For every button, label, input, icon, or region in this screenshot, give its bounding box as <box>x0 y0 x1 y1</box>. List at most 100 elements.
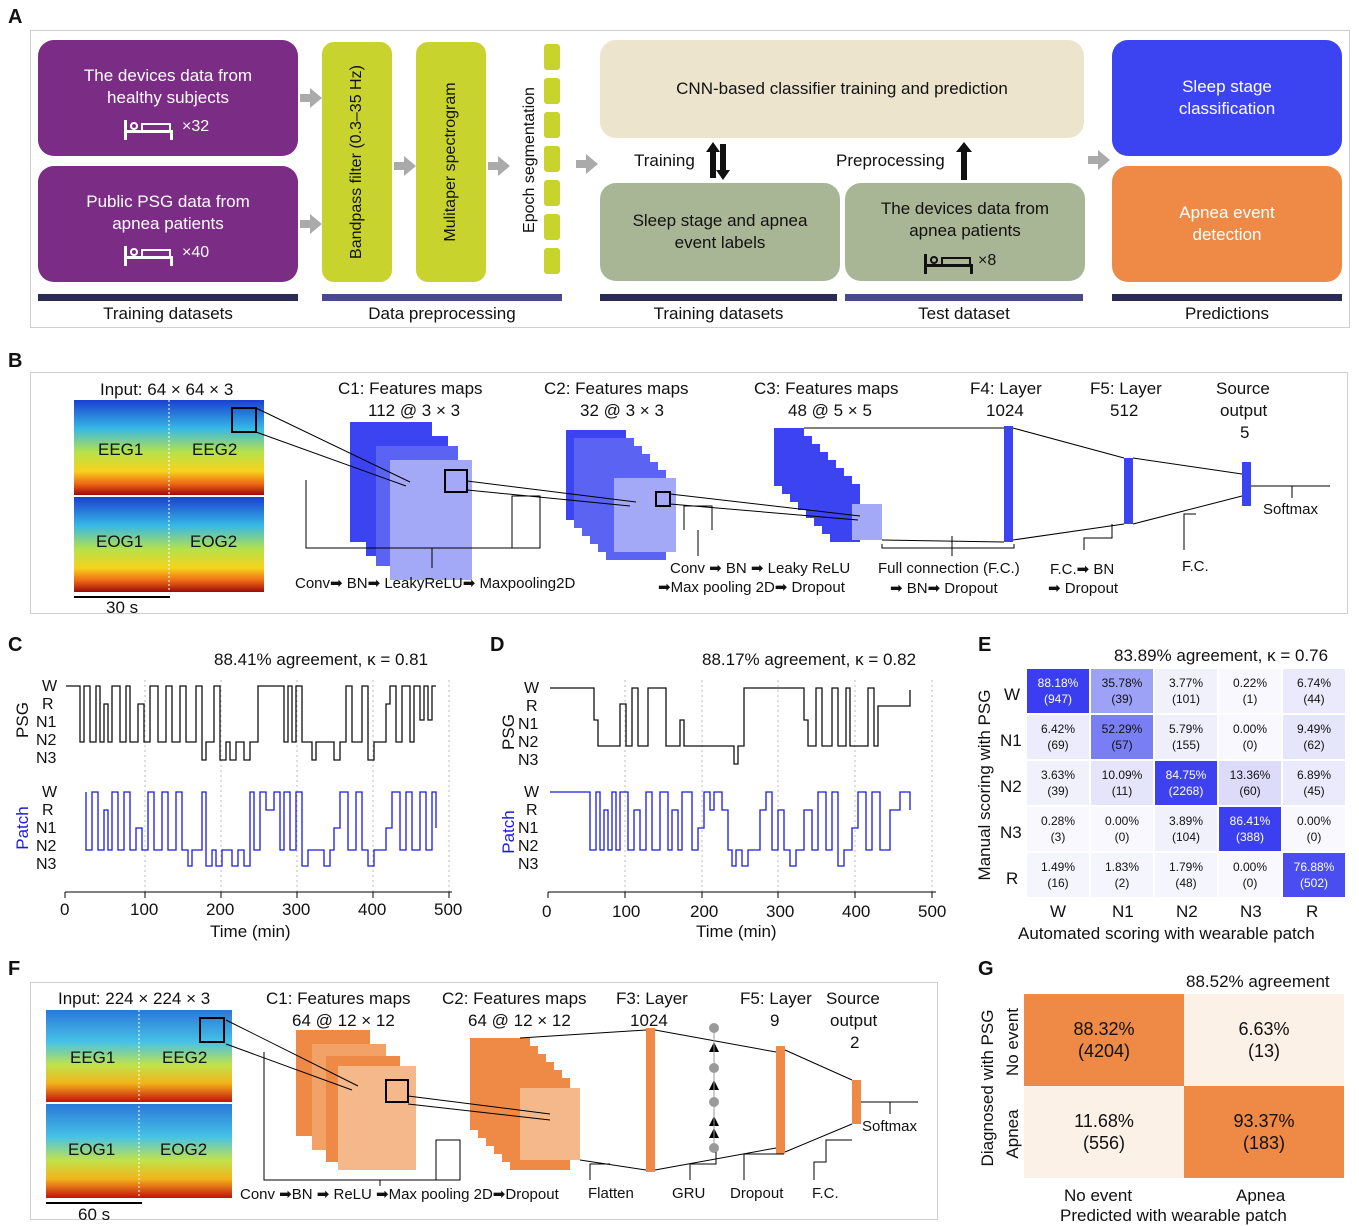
section-bar <box>845 294 1083 301</box>
d-xtick: 500 <box>918 902 947 921</box>
f-gru: GRU <box>672 1185 706 1202</box>
section-bar <box>600 294 837 301</box>
f-input-label: Input: 224 × 224 × 3 <box>58 989 211 1008</box>
apnea-count: ×8 <box>978 252 997 269</box>
d-xtick: 200 <box>690 902 719 921</box>
c-xtick: 500 <box>434 900 463 919</box>
bar-label: Test dataset <box>918 304 1010 323</box>
b-c2-dim: 32 @ 3 × 3 <box>580 401 664 420</box>
b-f5-title: F5: Layer <box>1090 379 1162 398</box>
apnea-detect-box: Apnea event detection <box>1112 166 1342 282</box>
e-col-label: R <box>1306 902 1319 921</box>
c-stage-w2: W <box>42 784 58 801</box>
healthy-devices-box: The devices data from healthy subjects <box>38 40 298 156</box>
b-tile-eog2: EOG2 <box>190 532 238 551</box>
c-stage-r2: R <box>42 802 54 819</box>
cnn-classifier-label: CNN-based classifier training and predic… <box>676 79 1008 98</box>
panel-label-d: D <box>490 634 505 656</box>
d-stage-w2: W <box>524 784 540 801</box>
apnea-detect-label: Apnea event detection <box>1179 203 1275 244</box>
e-cell: 1.79% (48) <box>1154 852 1218 898</box>
bed-icon <box>122 116 174 147</box>
e-cell: 76.88% (502) <box>1282 852 1346 898</box>
e-cell: 88.18% (947) <box>1026 668 1090 714</box>
panel-label-f: F <box>8 958 21 980</box>
gray-arrow-a5 <box>1088 150 1110 170</box>
apnea-devices-box: The devices data from apnea patients <box>845 183 1085 281</box>
f-f5-title: F5: Layer <box>740 989 812 1008</box>
bar-label: Training datasets <box>653 304 784 323</box>
f-spectrogram <box>46 1010 232 1198</box>
b-scale-bar <box>74 596 170 598</box>
b-network-diagram <box>255 407 1330 580</box>
c-hypnogram <box>64 680 452 898</box>
d-stage-n1b: N1 <box>518 820 539 837</box>
labels-box: Sleep stage and apnea event labels <box>600 183 840 281</box>
d-hypnogram <box>547 680 936 898</box>
f-network-diagram <box>225 1019 918 1186</box>
d-xlabel: Time (min) <box>696 922 777 941</box>
b-op2a: Conv ➡ BN ➡ Leaky ReLU <box>670 560 851 577</box>
b-f5-dim: 512 <box>1110 401 1139 420</box>
section-bar <box>38 294 298 301</box>
g-col-label: No event <box>1064 1186 1133 1205</box>
b-op4b: ➡ Dropout <box>1048 580 1119 597</box>
c-stage-n2: N2 <box>36 732 57 749</box>
b-c3-dim: 48 @ 5 × 5 <box>788 401 872 420</box>
c-title: 88.41% agreement, κ = 0.81 <box>214 650 429 669</box>
f-src-title2: output <box>830 1011 878 1030</box>
apnea-devices-label: The devices data from apnea patients <box>880 199 1050 240</box>
f-scale-label: 60 s <box>78 1205 111 1224</box>
b-spectrogram <box>74 400 264 592</box>
training-label: Training <box>634 151 695 170</box>
e-ylabel: Manual scoring with PSG <box>975 689 994 881</box>
c-xtick: 400 <box>358 900 387 919</box>
f-src-dim: 2 <box>850 1033 860 1052</box>
panel-b-frame <box>30 372 1348 614</box>
c-stage-n1: N1 <box>36 714 57 731</box>
section-bar <box>322 294 562 301</box>
healthy-count: ×32 <box>182 118 210 135</box>
e-cell: 84.75% (2268) <box>1154 760 1218 806</box>
bandpass-label: Bandpass filter (0.3–35 Hz) <box>348 65 365 259</box>
d-stage-r2: R <box>526 802 538 819</box>
gray-arrow-a4 <box>576 154 598 174</box>
multitaper-box: Mulitaper spectrogram <box>416 42 486 282</box>
e-cell: 6.89% (45) <box>1282 760 1346 806</box>
b-op5: F.C. <box>1182 558 1209 575</box>
e-cell: 0.00% (0) <box>1218 852 1282 898</box>
e-cell: 86.41% (388) <box>1218 806 1282 852</box>
d-xtick: 0 <box>542 902 552 921</box>
e-col-label: N1 <box>1112 902 1134 921</box>
g-cell: 93.37% (183) <box>1184 1086 1344 1178</box>
b-op1: Conv➡ BN➡ LeakyReLU➡ Maxpooling2D <box>295 575 576 592</box>
e-cell: 0.22% (1) <box>1218 668 1282 714</box>
e-cell: 52.29% (57) <box>1090 714 1154 760</box>
c-stage-w: W <box>42 678 58 695</box>
e-row-label: N1 <box>1000 731 1022 750</box>
gray-arrow-a2 <box>394 156 416 176</box>
bar-label: Training datasets <box>103 304 233 323</box>
f-f3-dim: 1024 <box>630 1011 668 1030</box>
e-cell: 10.09% (11) <box>1090 760 1154 806</box>
f-scale-bar <box>46 1202 142 1204</box>
panel-a-frame <box>30 30 1350 328</box>
f-c2-dim: 64 @ 12 × 12 <box>468 1011 571 1030</box>
b-softmax: Softmax <box>1263 501 1319 518</box>
e-cell: 6.74% (44) <box>1282 668 1346 714</box>
public-psg-label: Public PSG data from apnea patients <box>86 192 250 233</box>
cnn-classifier-box: CNN-based classifier training and predic… <box>600 40 1084 138</box>
e-cell: 0.00% (0) <box>1218 714 1282 760</box>
d-stage-n2b: N2 <box>518 838 539 855</box>
e-cell: 3.77% (101) <box>1154 668 1218 714</box>
d-stage-n3b: N3 <box>518 856 539 873</box>
epoch-label: Epoch segmentation <box>521 87 538 233</box>
public-psg-box: Public PSG data from apnea patients <box>38 166 298 282</box>
e-title: 83.89% agreement, κ = 0.76 <box>1114 646 1329 665</box>
f-c1-title: C1: Features maps <box>266 989 411 1008</box>
healthy-devices-label: The devices data from healthy subjects <box>83 66 253 107</box>
c-xtick: 100 <box>130 900 159 919</box>
f-tile-eog1: EOG1 <box>68 1140 116 1159</box>
c-xlabel: Time (min) <box>210 922 291 941</box>
e-col-label: W <box>1050 902 1067 921</box>
